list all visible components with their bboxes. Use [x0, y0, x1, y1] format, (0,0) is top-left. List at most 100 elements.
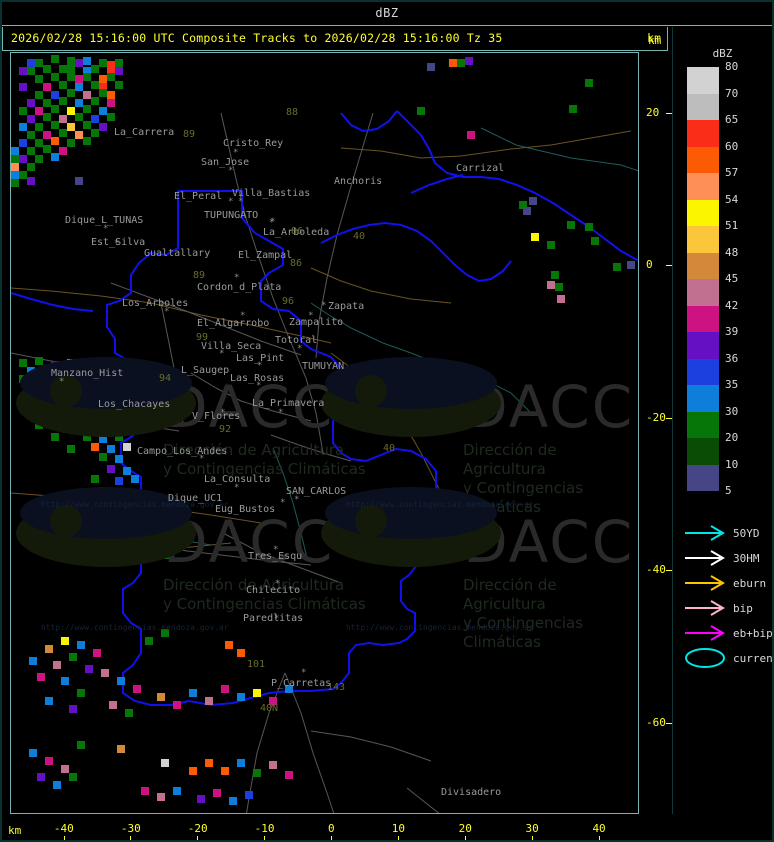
radar-echo-cell — [67, 89, 75, 97]
x-axis-tick-label: 0 — [327, 822, 335, 835]
radar-echo-cell — [133, 685, 141, 693]
radar-echo-cell — [75, 113, 83, 121]
radar-echo-cell — [35, 91, 43, 99]
map-place-label: Villa_Seca — [201, 341, 262, 352]
map-marker-star: * — [274, 614, 280, 624]
colorbar-tick-label: 48 — [725, 245, 739, 259]
radar-echo-cell — [161, 629, 169, 637]
colorbar-segment[interactable] — [687, 120, 719, 147]
radar-echo-cell — [115, 433, 123, 441]
colorbar-segment[interactable] — [687, 226, 719, 253]
map-place-label: Carrizal — [456, 163, 505, 174]
radar-echo-cell — [77, 689, 85, 697]
colorbar-segment[interactable] — [687, 305, 719, 332]
radar-echo-cell — [19, 83, 27, 91]
radar-echo-cell — [83, 121, 91, 129]
color-scale-panel: dBZ 80 70 65 60 57 54 51 48 45 42 39 36 35 30 20 10 5 50… — [672, 27, 774, 814]
colorbar-segment[interactable] — [687, 385, 719, 412]
map-marker-star: * — [273, 545, 279, 555]
legend-item-label: 30HM — [733, 552, 760, 565]
route-number-label: 40N — [260, 703, 279, 714]
colorbar-segment[interactable] — [687, 146, 719, 173]
colorbar-segment[interactable] — [687, 438, 719, 465]
legend-item[interactable]: 30HM — [681, 547, 773, 573]
x-axis-tick — [130, 836, 132, 842]
map-marker-star: * — [257, 361, 263, 371]
colorbar-tick-label: 51 — [725, 219, 739, 232]
map-place-label: L_Saugep — [181, 365, 230, 376]
map-marker-star: * — [256, 381, 262, 391]
colorbar-segment[interactable] — [687, 93, 719, 120]
legend-item[interactable]: bip — [681, 597, 773, 623]
map-marker-star: * — [280, 498, 286, 508]
radar-echo-cell — [99, 123, 107, 131]
radar-echo-cell — [99, 453, 107, 461]
colorbar-segment[interactable] — [687, 173, 719, 200]
radar-echo-cell — [91, 81, 99, 89]
colorbar-segment[interactable] — [687, 252, 719, 279]
legend-item[interactable]: current — [681, 647, 774, 673]
colorbar-segment[interactable] — [687, 67, 719, 94]
colorbar-segment[interactable] — [687, 464, 719, 491]
radar-echo-cell — [107, 465, 115, 473]
radar-echo-cell — [75, 131, 83, 139]
map-marker-star: * — [297, 344, 303, 354]
map-marker-star: * — [308, 311, 314, 321]
colorbar-segment[interactable] — [687, 332, 719, 359]
legend-item[interactable]: eburn — [681, 572, 773, 598]
radar-echo-cell — [141, 787, 149, 795]
radar-echo-cell — [61, 765, 69, 773]
radar-echo-cell — [67, 57, 75, 65]
colorbar-segment[interactable] — [687, 358, 719, 385]
colorbar[interactable] — [687, 67, 719, 491]
radar-echo-cell — [85, 665, 93, 673]
colorbar-tick-label: 30 — [725, 404, 739, 418]
watermark-logo-layer — [16, 357, 501, 567]
colorbar-segment[interactable] — [687, 199, 719, 226]
radar-echo-cell — [69, 653, 77, 661]
radar-echo-cell — [43, 131, 51, 139]
radar-echo-cell — [613, 263, 621, 271]
radar-echo-cell — [75, 99, 83, 107]
radar-echo-cell — [27, 115, 35, 123]
map-marker-star: * — [199, 454, 205, 464]
map-marker-star: * — [233, 148, 239, 158]
route-number-label: 143 — [327, 682, 346, 693]
radar-echo-cell — [19, 123, 27, 131]
radar-echo-cell — [19, 155, 27, 163]
radar-echo-cell — [269, 697, 277, 705]
radar-echo-cell — [43, 145, 51, 153]
radar-echo-cell — [35, 357, 43, 365]
map-place-label: La_Arboleda — [263, 227, 330, 238]
colorbar-segment[interactable] — [687, 279, 719, 306]
y-axis-tick-label: 0 — [646, 258, 653, 272]
legend-item-label: current — [733, 652, 774, 665]
map-place-label: TUPUNGATO — [204, 210, 259, 221]
radar-echo-cell — [285, 685, 293, 693]
x-axis-tick-label: 30 — [525, 822, 539, 835]
radar-echo-cell — [123, 443, 131, 451]
radar-echo-cell — [115, 477, 123, 485]
radar-echo-cell — [59, 129, 67, 137]
radar-echo-cell — [77, 641, 85, 649]
radar-echo-cell — [465, 57, 473, 65]
colorbar-tick-label: 42 — [725, 298, 739, 312]
x-axis-tick-label: 40 — [592, 822, 606, 835]
map-place-label: Cristo_Rey — [223, 138, 284, 149]
radar-map-plot[interactable]: DACC Dirección de Agricultura y Continge… — [10, 52, 639, 814]
radar-echo-cell — [253, 689, 261, 697]
radar-echo-cell — [19, 171, 27, 179]
radar-echo-cell — [75, 177, 83, 185]
radar-echo-cell — [83, 91, 91, 99]
radar-echo-cell — [51, 105, 59, 113]
map-marker-star: * — [114, 239, 120, 249]
colorbar-segment[interactable] — [687, 411, 719, 438]
radar-echo-cell — [531, 233, 539, 241]
radar-echo-cell — [51, 433, 59, 441]
legend-item[interactable]: 50YD — [681, 522, 773, 548]
radar-echo-cell — [99, 435, 107, 443]
legend-item[interactable]: eb+bip — [681, 622, 773, 648]
radar-echo-cell — [75, 83, 83, 91]
radar-echo-cell — [53, 661, 61, 669]
